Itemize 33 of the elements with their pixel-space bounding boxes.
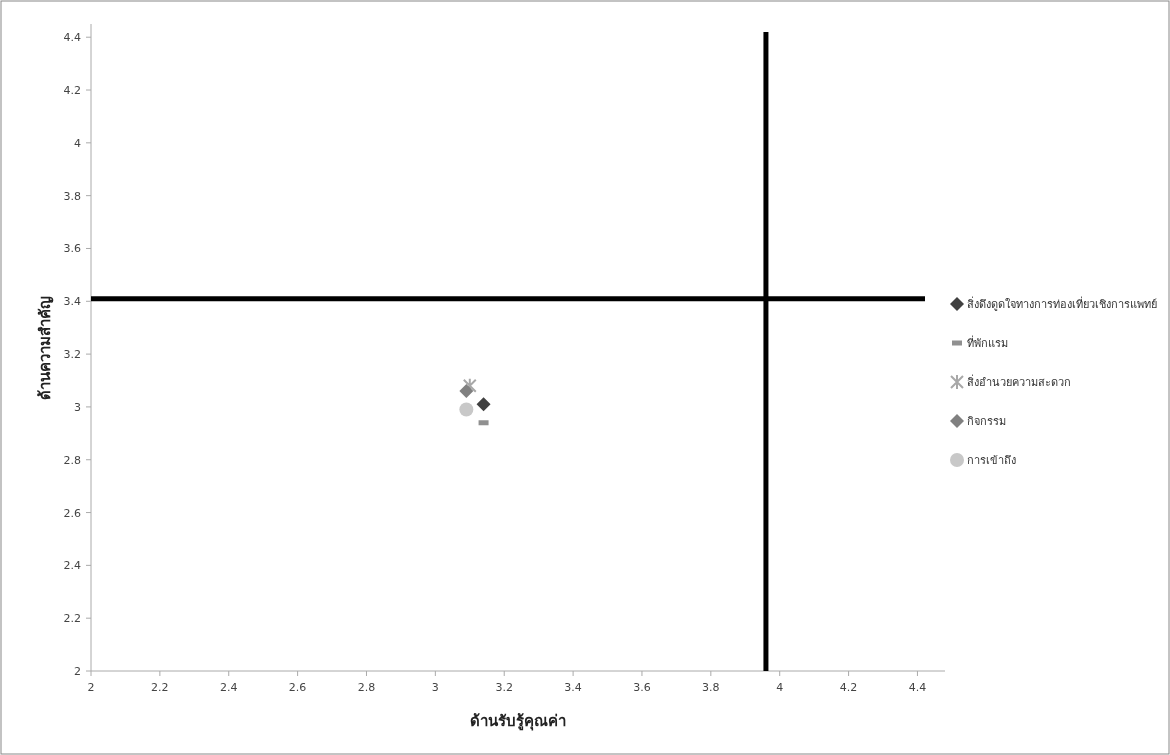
legend-label: ที่พักแรม — [967, 335, 1008, 350]
x-tick-label: 3.6 — [633, 681, 651, 694]
x-tick-label: 4.2 — [839, 681, 858, 694]
y-axis-title: ด้านความสำคัญ — [36, 295, 54, 400]
y-tick-label: 2.2 — [63, 612, 81, 626]
x-tick-label: 2 — [87, 681, 95, 694]
legend-label: การเข้าถึง — [967, 454, 1016, 467]
y-tick-label: 4 — [74, 136, 81, 150]
y-tick-label: 2 — [74, 665, 81, 678]
y-tick-label: 3.4 — [63, 295, 81, 309]
x-tick-label: 4 — [776, 681, 784, 694]
x-tick-label: 2.4 — [219, 681, 238, 694]
legend-label: สิ่งดึงดูดใจทางการท่องเที่ยวเชิงการแพทย์ — [967, 296, 1157, 311]
y-tick-label: 3.2 — [63, 348, 81, 362]
y-tick-label: 2.6 — [63, 506, 81, 520]
legend-label: กิจกรรม — [967, 415, 1006, 428]
y-tick-label: 2.4 — [63, 559, 81, 573]
x-tick-label: 4.4 — [908, 681, 927, 694]
y-tick-label: 4.4 — [63, 31, 81, 45]
x-axis-title: ด้านรับรู้คุณค่า — [470, 712, 566, 731]
x-tick-label: 2.8 — [357, 681, 376, 694]
x-tick-label: 3.8 — [702, 681, 720, 694]
x-tick-label: 2.2 — [151, 681, 169, 694]
legend-label: สิ่งอำนวยความสะดวก — [967, 374, 1071, 389]
x-tick-label: 3 — [431, 681, 439, 694]
y-tick-label: 2.8 — [63, 453, 81, 467]
y-tick-label: 3.6 — [63, 242, 81, 256]
x-tick-label: 3.2 — [495, 681, 513, 694]
y-tick-label: 3 — [74, 400, 81, 414]
x-tick-label: 3.4 — [564, 681, 582, 694]
y-tick-label: 3.8 — [63, 189, 81, 203]
x-tick-label: 2.6 — [288, 681, 307, 694]
y-tick-label: 4.2 — [63, 84, 81, 98]
